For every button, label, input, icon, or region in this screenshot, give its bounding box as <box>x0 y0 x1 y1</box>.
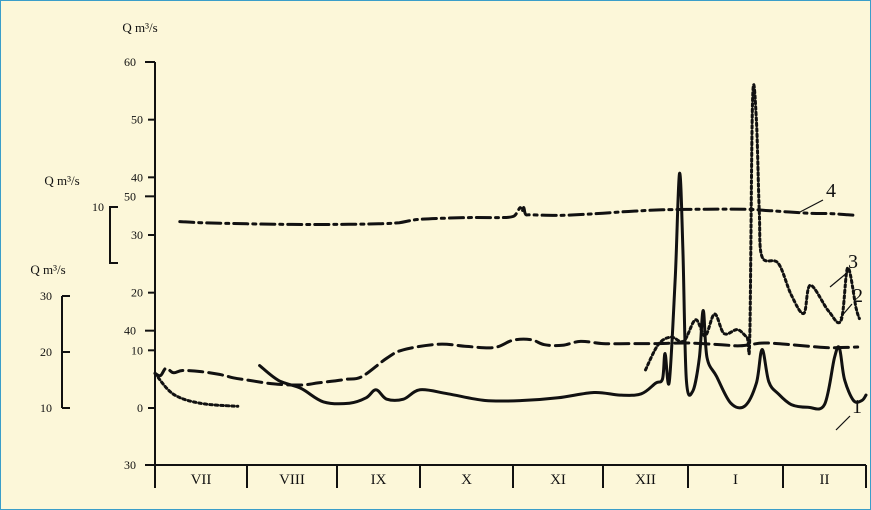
series-layer <box>153 83 868 411</box>
a3-unit-label: Q m³/s <box>30 262 65 277</box>
a1-tick-label-30: 30 <box>124 458 136 472</box>
month-label-XII: XII <box>635 472 656 488</box>
series-1-line <box>258 171 868 411</box>
a4-tick-label-10: 10 <box>92 200 104 214</box>
a3-tick-label-10: 10 <box>40 401 52 415</box>
labels-layer: 1 2 3 4 <box>799 180 863 431</box>
a1-tick-label-40: 40 <box>124 324 136 338</box>
curve-4-label: 4 <box>826 180 836 202</box>
curve-4-leader <box>799 199 824 213</box>
a2-tick-label-40: 40 <box>131 170 143 184</box>
a4-axis-bracket <box>109 206 118 264</box>
a1-tick-label-50: 50 <box>124 189 136 203</box>
month-label-IX: IX <box>371 472 387 488</box>
curve-1-leader <box>835 415 851 431</box>
month-label-X: X <box>461 472 472 488</box>
a2-tick-label-50: 50 <box>131 113 143 127</box>
curve-2-leader <box>839 303 853 319</box>
curve-2-label: 2 <box>853 285 863 307</box>
a2-tick-label-0: 0 <box>137 401 143 415</box>
a2-tick-label-10: 10 <box>131 343 143 357</box>
a1-tick-label-60: 60 <box>124 55 136 69</box>
month-label-VIII: VIII <box>279 472 305 488</box>
curve-1-label: 1 <box>852 396 862 418</box>
curve-3-leader <box>829 271 849 288</box>
a3-tick-label-30: 30 <box>40 289 52 303</box>
month-label-VII: VII <box>191 472 212 488</box>
month-label-I: I <box>733 472 738 488</box>
a1-unit-label: Q m³/s <box>122 20 157 35</box>
curve-3-label: 3 <box>848 251 858 273</box>
a2-tick-label-20: 20 <box>131 286 143 300</box>
series-4-line <box>178 206 860 226</box>
series-2-line <box>153 337 860 387</box>
a4-unit-label: Q m³/s <box>44 173 79 188</box>
month-label-II: II <box>820 472 830 488</box>
a2-tick-label-30: 30 <box>131 228 143 242</box>
series-3-line-seg1 <box>644 83 861 372</box>
series-3-line-seg0 <box>153 371 240 408</box>
a3-tick-label-20: 20 <box>40 345 52 359</box>
month-label-XI: XI <box>550 472 566 488</box>
